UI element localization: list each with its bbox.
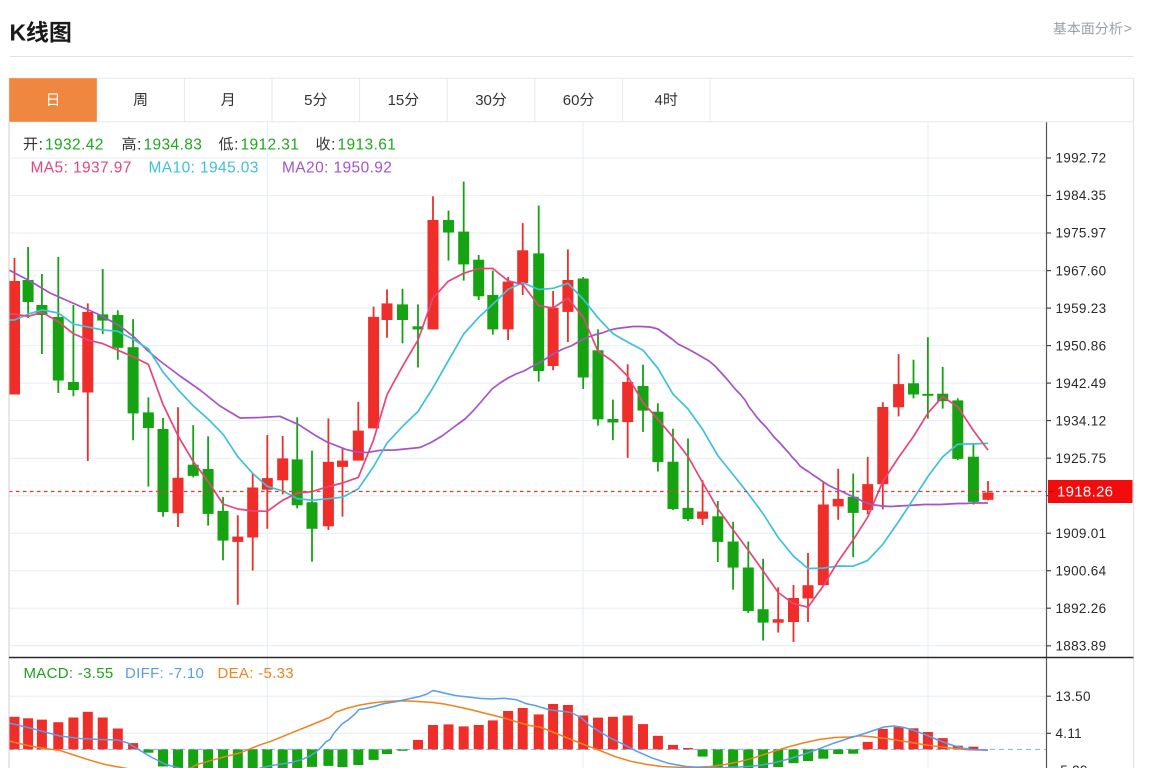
- svg-text:4: 4: [655, 92, 663, 109]
- svg-text:1892.26: 1892.26: [1056, 601, 1107, 616]
- svg-text:MACD: -3.55: MACD: -3.55: [24, 665, 114, 682]
- svg-text:MA5: 1937.97: MA5: 1937.97: [31, 160, 132, 177]
- svg-text:-5.29: -5.29: [1056, 763, 1088, 768]
- svg-text::: :: [331, 136, 335, 153]
- svg-text:1909.01: 1909.01: [1056, 526, 1107, 541]
- svg-text:5: 5: [304, 92, 312, 109]
- svg-text:4.11: 4.11: [1056, 726, 1082, 741]
- svg-text:>: >: [1124, 20, 1132, 36]
- svg-text:13.50: 13.50: [1056, 689, 1091, 704]
- svg-text:1984.35: 1984.35: [1056, 188, 1107, 203]
- svg-text:1925.75: 1925.75: [1056, 451, 1107, 466]
- svg-text:1934.83: 1934.83: [144, 136, 203, 153]
- svg-text:1934.12: 1934.12: [1056, 413, 1107, 428]
- svg-text:1912.31: 1912.31: [241, 136, 300, 153]
- svg-text:1918.26: 1918.26: [1057, 484, 1113, 501]
- svg-text:1959.23: 1959.23: [1056, 301, 1107, 316]
- svg-text:15: 15: [388, 92, 405, 109]
- svg-text:30: 30: [475, 92, 492, 109]
- svg-text:DIFF: -7.10: DIFF: -7.10: [125, 665, 204, 682]
- svg-text:60: 60: [563, 92, 580, 109]
- svg-text:1932.42: 1932.42: [45, 136, 104, 153]
- svg-text:MA20: 1950.92: MA20: 1950.92: [282, 160, 392, 177]
- svg-text:DEA: -5.33: DEA: -5.33: [218, 665, 294, 682]
- svg-text:1967.60: 1967.60: [1056, 263, 1107, 278]
- svg-text:K: K: [10, 20, 27, 46]
- svg-text:1992.72: 1992.72: [1056, 151, 1107, 166]
- svg-text:1942.49: 1942.49: [1056, 376, 1107, 391]
- svg-text:1883.89: 1883.89: [1056, 639, 1107, 654]
- svg-text:1950.86: 1950.86: [1056, 338, 1107, 353]
- svg-text:1913.61: 1913.61: [338, 136, 397, 153]
- svg-text::: :: [137, 136, 141, 153]
- svg-text:1900.64: 1900.64: [1056, 563, 1107, 578]
- svg-text:1975.97: 1975.97: [1056, 226, 1107, 241]
- svg-text::: :: [234, 136, 238, 153]
- svg-text:MA10: 1945.03: MA10: 1945.03: [149, 160, 259, 177]
- svg-text::: :: [39, 136, 43, 153]
